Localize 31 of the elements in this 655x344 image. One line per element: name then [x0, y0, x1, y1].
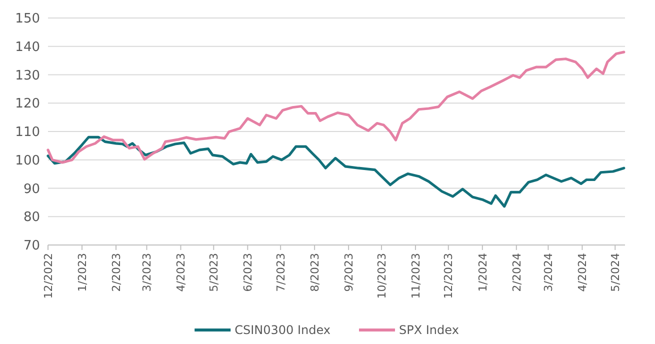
y-tick-label: 130	[15, 68, 40, 84]
x-tick-label: 9/2023	[342, 253, 356, 292]
x-tick-label: 5/2024	[608, 253, 622, 292]
x-tick-label: 8/2023	[308, 253, 322, 292]
x-tick-label: 3/2024	[542, 253, 556, 292]
x-tick-label: 5/2023	[207, 253, 220, 292]
legend-label: CSIN0300 Index	[234, 323, 331, 338]
x-tick-label: 2/2023	[110, 253, 123, 292]
x-tick-label: 11/2023	[409, 253, 422, 299]
x-tick-label: 7/2023	[274, 253, 288, 292]
x-tick-label: 10/2023	[375, 253, 388, 299]
line-series	[46, 136, 626, 208]
y-tick-label: 110	[15, 125, 40, 140]
y-tick-label: 80	[23, 210, 40, 226]
x-tick-label: 4/2023	[174, 253, 188, 292]
x-tick-label: 3/2023	[140, 253, 154, 292]
y-tick-label: 100	[15, 153, 40, 168]
x-tick-label: 1/2024	[476, 253, 490, 292]
x-tick-label: 12/2022	[42, 253, 55, 299]
x-tick-label: 4/2024	[576, 253, 590, 292]
y-tick-label: 70	[23, 238, 40, 254]
line-series	[46, 50, 626, 164]
y-tick-label: 140	[15, 40, 40, 55]
y-tick-label: 150	[15, 12, 40, 27]
x-tick-label: 6/2023	[241, 253, 254, 292]
legend-label: SPX Index	[399, 323, 459, 338]
x-tick-label: 2/2024	[510, 253, 524, 292]
x-tick-label: 12/2023	[442, 253, 456, 299]
y-tick-label: 90	[23, 182, 40, 197]
x-tick-label: 1/2023	[76, 253, 89, 292]
y-tick-label: 120	[15, 96, 40, 112]
